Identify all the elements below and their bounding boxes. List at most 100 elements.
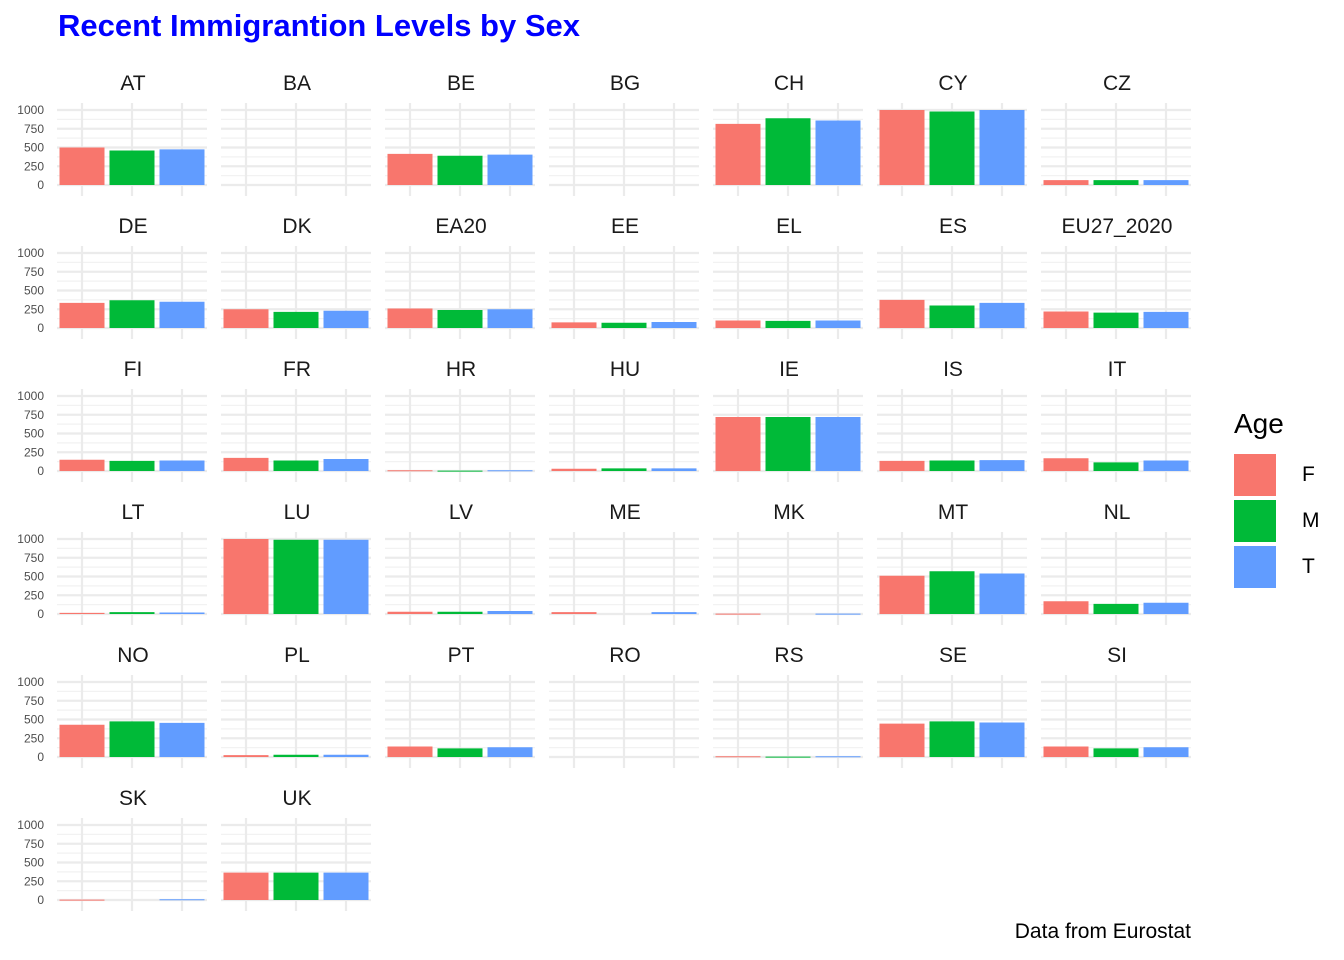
panel-title: NO bbox=[117, 644, 149, 667]
bar-sk-t bbox=[159, 899, 205, 901]
panel-title: FI bbox=[124, 358, 143, 381]
bar-it-m bbox=[1093, 462, 1139, 471]
panel-hu: HU bbox=[549, 358, 699, 482]
panel-title: PL bbox=[284, 644, 310, 667]
panel-cy: CY bbox=[877, 72, 1027, 196]
panel-pl: PL bbox=[221, 644, 371, 768]
legend-item-t: T bbox=[1234, 544, 1320, 590]
bar-es-t bbox=[979, 302, 1025, 328]
panel-pt: PT bbox=[385, 644, 535, 768]
bar-lt-m bbox=[109, 612, 155, 614]
panel-dk: DK bbox=[221, 215, 371, 339]
panel-ea20: EA20 bbox=[385, 215, 535, 339]
panel-title: SE bbox=[939, 644, 967, 667]
bar-fi-m bbox=[109, 460, 155, 471]
y-tick-label: 500 bbox=[24, 141, 44, 155]
bar-fr-m bbox=[273, 460, 319, 471]
bar-es-m bbox=[929, 305, 975, 328]
y-tick-label: 1000 bbox=[17, 675, 44, 689]
y-tick-label: 0 bbox=[37, 893, 44, 907]
panel-title: ME bbox=[609, 501, 641, 524]
bar-uk-f bbox=[223, 872, 269, 900]
bar-lt-f bbox=[59, 612, 105, 614]
bar-be-f bbox=[387, 153, 433, 185]
bar-pt-m bbox=[437, 748, 483, 757]
bar-mt-m bbox=[929, 571, 975, 614]
panel-title: BA bbox=[283, 72, 311, 95]
bar-ie-m bbox=[765, 417, 811, 471]
bar-me-f bbox=[551, 612, 597, 614]
panel-title: AT bbox=[120, 72, 145, 95]
bar-cy-t bbox=[979, 110, 1025, 185]
y-tick-label: 500 bbox=[24, 427, 44, 441]
bar-eu27_2020-m bbox=[1093, 312, 1139, 328]
panel-ba: BA bbox=[221, 72, 371, 196]
y-tick-label: 1000 bbox=[17, 532, 44, 546]
bar-el-t bbox=[815, 320, 861, 328]
bar-rs-t bbox=[815, 756, 861, 758]
y-tick-label: 1000 bbox=[17, 103, 44, 117]
panel-title: RS bbox=[774, 644, 803, 667]
bar-fr-t bbox=[323, 459, 369, 471]
bar-ea20-m bbox=[437, 310, 483, 328]
y-tick-label: 750 bbox=[24, 551, 44, 565]
bar-cy-f bbox=[879, 110, 925, 185]
panel-lu: LU bbox=[221, 501, 371, 625]
bar-cz-f bbox=[1043, 180, 1089, 185]
bar-be-t bbox=[487, 154, 533, 185]
panel-lv: LV bbox=[385, 501, 535, 625]
panel-title: IS bbox=[943, 358, 963, 381]
legend-key-t bbox=[1234, 546, 1276, 588]
y-tick-label: 1000 bbox=[17, 389, 44, 403]
panel-uk: UK bbox=[221, 787, 371, 911]
panel-fi: FI 0 250 500 750 1000 bbox=[17, 358, 207, 482]
legend-label-t: T bbox=[1302, 555, 1315, 578]
bar-nl-t bbox=[1143, 602, 1189, 614]
bar-ie-f bbox=[715, 417, 761, 471]
y-tick-label: 750 bbox=[24, 837, 44, 851]
bar-ch-t bbox=[815, 120, 861, 185]
chart-title: Recent Immigrantion Levels by Sex bbox=[58, 8, 581, 43]
panel-title: BG bbox=[610, 72, 640, 95]
panel-it: IT bbox=[1041, 358, 1191, 482]
bar-mk-f bbox=[715, 613, 761, 615]
panel-title: NL bbox=[1104, 501, 1131, 524]
legend-key-m bbox=[1234, 500, 1276, 542]
bar-it-t bbox=[1143, 460, 1189, 471]
panel-title: CH bbox=[774, 72, 804, 95]
panel-si: SI bbox=[1041, 644, 1191, 768]
panel-title: CZ bbox=[1103, 72, 1131, 95]
bar-ee-f bbox=[551, 322, 597, 328]
bar-ea20-f bbox=[387, 308, 433, 328]
bar-be-m bbox=[437, 155, 483, 185]
legend-label-f: F bbox=[1302, 463, 1315, 486]
panel-title: BE bbox=[447, 72, 475, 95]
bar-eu27_2020-f bbox=[1043, 311, 1089, 328]
panel-sk: SK 0 250 500 750 1000 bbox=[17, 787, 207, 911]
bar-lt-t bbox=[159, 612, 205, 614]
bar-pl-m bbox=[273, 754, 319, 757]
bar-is-f bbox=[879, 460, 925, 471]
bar-dk-m bbox=[273, 311, 319, 328]
bar-hu-t bbox=[651, 468, 697, 471]
legend: Age F M T bbox=[1234, 408, 1320, 590]
y-tick-label: 250 bbox=[24, 588, 44, 602]
bar-at-t bbox=[159, 149, 205, 185]
bar-me-t bbox=[651, 612, 697, 614]
panel-title: RO bbox=[609, 644, 641, 667]
y-tick-label: 1000 bbox=[17, 818, 44, 832]
y-tick-label: 750 bbox=[24, 408, 44, 422]
bar-lu-m bbox=[273, 539, 319, 614]
panel-eu27_2020: EU27_2020 bbox=[1041, 215, 1191, 339]
bar-se-m bbox=[929, 721, 975, 757]
panel-me: ME bbox=[549, 501, 699, 625]
panel-title: DK bbox=[282, 215, 311, 238]
panel-hr: HR bbox=[385, 358, 535, 482]
panel-be: BE bbox=[385, 72, 535, 196]
y-tick-label: 750 bbox=[24, 694, 44, 708]
legend-item-f: F bbox=[1234, 452, 1320, 498]
panel-title: DE bbox=[118, 215, 147, 238]
bar-is-t bbox=[979, 460, 1025, 471]
panel-title: SK bbox=[119, 787, 147, 810]
panel-title: HR bbox=[446, 358, 476, 381]
